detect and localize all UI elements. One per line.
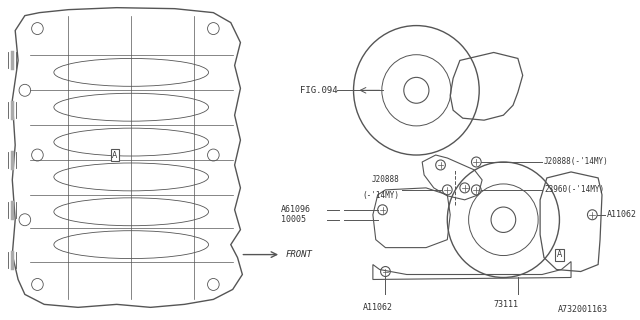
Text: J20888: J20888 (371, 175, 399, 184)
Text: A11062: A11062 (607, 210, 637, 219)
Text: (-'14MY): (-'14MY) (362, 191, 399, 200)
Text: A: A (557, 250, 562, 259)
Text: A11062: A11062 (364, 303, 393, 312)
Text: 10005: 10005 (281, 215, 306, 224)
Text: FRONT: FRONT (286, 250, 313, 259)
Text: A61096: A61096 (281, 205, 311, 214)
Text: A: A (112, 150, 117, 160)
Text: J20888(-'14MY): J20888(-'14MY) (544, 157, 609, 166)
Text: 23960(-'14MY): 23960(-'14MY) (544, 185, 604, 194)
Text: FIG.094: FIG.094 (300, 86, 338, 95)
Text: A732001163: A732001163 (558, 305, 608, 314)
Text: 73111: 73111 (493, 300, 518, 309)
